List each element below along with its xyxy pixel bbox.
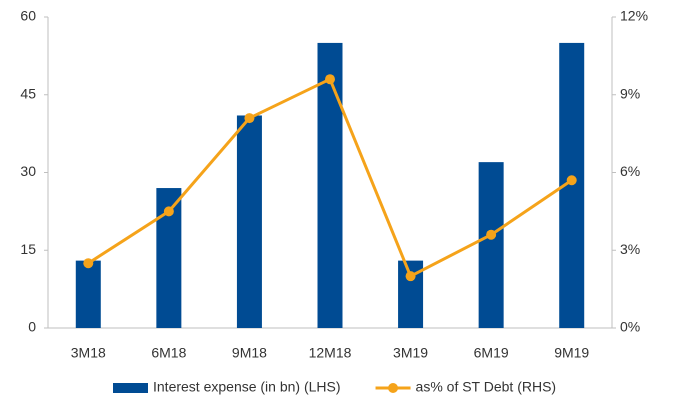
y-tick-label: 0 xyxy=(28,319,36,335)
y2-tick-label: 3% xyxy=(620,241,640,257)
y2-tick-label: 9% xyxy=(620,85,640,101)
legend-label: as% of ST Debt (RHS) xyxy=(416,379,557,395)
line-marker xyxy=(405,271,416,282)
x-tick-label: 3M19 xyxy=(393,345,428,361)
line-marker xyxy=(325,74,335,85)
y-tick-label: 60 xyxy=(20,8,36,24)
x-tick-label: 9M19 xyxy=(554,345,589,361)
y-tick-label: 15 xyxy=(20,241,36,257)
x-tick-label: 6M18 xyxy=(151,345,186,361)
y2-tick-label: 12% xyxy=(620,8,648,24)
x-tick-label: 9M18 xyxy=(232,345,267,361)
line-marker xyxy=(486,229,497,240)
bar xyxy=(317,42,343,329)
legend-label: Interest expense (in bn) (LHS) xyxy=(153,379,341,395)
y-tick-label: 30 xyxy=(20,163,36,179)
x-tick-label: 12M18 xyxy=(309,345,352,361)
line-marker xyxy=(163,206,174,217)
line-marker xyxy=(244,113,255,124)
legend-swatch xyxy=(113,383,148,393)
bar xyxy=(478,162,504,328)
x-tick-label: 3M18 xyxy=(71,345,106,361)
bar xyxy=(75,260,101,328)
x-tick-label: 6M19 xyxy=(474,345,509,361)
legend-marker xyxy=(388,383,399,393)
bar xyxy=(236,115,262,328)
y2-tick-label: 6% xyxy=(620,163,640,179)
y2-tick-label: 0% xyxy=(620,319,640,335)
line-marker xyxy=(566,175,577,186)
line-marker xyxy=(83,258,94,269)
y-tick-label: 45 xyxy=(20,85,36,101)
